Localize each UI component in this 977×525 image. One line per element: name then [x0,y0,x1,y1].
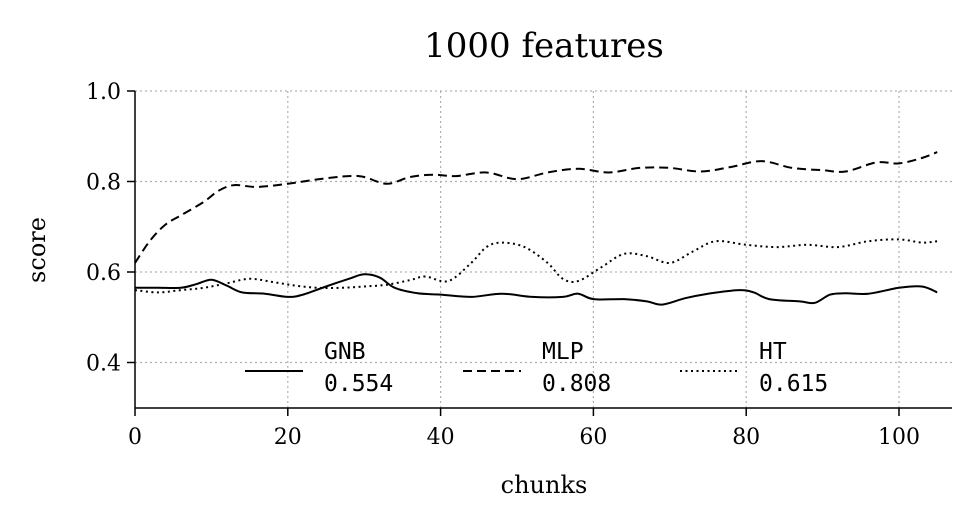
ticks: 0 20 40 60 80 100 0.4 0.6 0.8 1.0 [86,80,920,450]
series-line-mlp [134,151,938,264]
legend-value: 0.554 [324,371,393,397]
x-tick-label: 0 [128,425,142,450]
chart-title: 1000 features [424,26,664,66]
legend-value: 0.615 [759,371,828,397]
x-tick-label: 80 [732,425,760,450]
series-layer [134,151,938,306]
legend-label: MLP [542,339,584,365]
x-axis-label: chunks [501,471,588,499]
x-tick-label: 20 [274,425,302,450]
series-line-ht [134,238,938,294]
y-tick-label: 1.0 [86,80,121,105]
x-tick-label: 60 [579,425,607,450]
series-line-gnb [135,273,938,306]
y-tick-label: 0.8 [86,171,121,196]
y-tick-label: 0.4 [86,352,121,377]
x-tick-label: 100 [878,425,920,450]
y-tick-label: 0.6 [86,261,121,286]
legend-value: 0.808 [542,371,611,397]
legend-label: HT [759,339,787,365]
legend: GNB 0.554 MLP 0.808 HT 0.615 [245,339,828,397]
x-tick-label: 40 [427,425,455,450]
legend-label: GNB [324,339,366,365]
y-axis-label: score [23,217,51,283]
grid [135,90,952,408]
